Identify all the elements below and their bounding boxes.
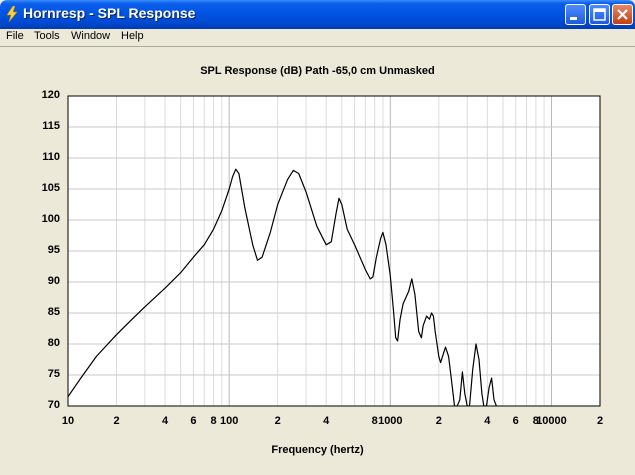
menu-window[interactable]: Window <box>71 30 111 42</box>
x-tick-label: 2 <box>274 415 281 427</box>
x-tick-label: 8 <box>532 415 539 427</box>
x-tick-label: 2 <box>113 415 120 427</box>
x-tick-label: 4 <box>161 415 169 427</box>
y-tick-label: 75 <box>47 368 60 380</box>
y-tick-label: 90 <box>47 275 60 287</box>
x-tick-label: 4 <box>323 415 330 427</box>
x-tick-label: 2 <box>435 415 442 427</box>
menu-bar: File Tools Window Help <box>0 29 635 46</box>
x-tick-label: 6 <box>190 415 197 427</box>
y-tick-label: 120 <box>41 89 60 101</box>
y-tick-label: 80 <box>47 337 60 349</box>
menu-help[interactable]: Help <box>121 30 144 42</box>
y-tick-label: 95 <box>47 244 60 256</box>
close-icon <box>617 9 628 20</box>
x-tick-label: 10 <box>61 415 75 427</box>
y-tick-label: 110 <box>42 151 60 163</box>
maximize-button[interactable] <box>589 4 610 25</box>
y-tick-label: 85 <box>47 306 60 318</box>
spl-series-line <box>68 168 497 406</box>
y-tick-label: 100 <box>41 213 60 225</box>
x-tick-label: 6 <box>512 415 519 427</box>
menu-separator <box>0 46 635 47</box>
chart-title: SPL Response (dB) Path -65,0 cm Unmasked <box>200 65 435 77</box>
hornresp-app-icon <box>6 6 18 22</box>
x-tick-label: 100 <box>219 415 239 427</box>
x-tick-label: 1000 <box>378 415 403 427</box>
x-tick-label: 10000 <box>536 415 567 427</box>
menu-tools[interactable]: Tools <box>34 30 60 42</box>
y-tick-label: 70 <box>47 399 60 411</box>
y-tick-label: 115 <box>42 120 60 132</box>
close-button[interactable] <box>612 4 633 25</box>
x-tick-label: 8 <box>210 415 217 427</box>
x-tick-label: 8 <box>371 415 378 427</box>
minimize-icon <box>570 17 577 20</box>
plot-border <box>67 95 601 407</box>
y-tick-label: 105 <box>41 182 60 194</box>
menu-file[interactable]: File <box>6 30 24 42</box>
x-axis-label: Frequency (hertz) <box>271 444 364 456</box>
x-tick-label: 4 <box>484 415 491 427</box>
window-title: Hornresp - SPL Response <box>23 5 196 21</box>
maximize-icon <box>593 8 606 21</box>
title-bar[interactable]: Hornresp - SPL Response <box>0 0 635 29</box>
x-tick-label: 2 <box>596 415 604 427</box>
minimize-button[interactable] <box>565 4 586 25</box>
